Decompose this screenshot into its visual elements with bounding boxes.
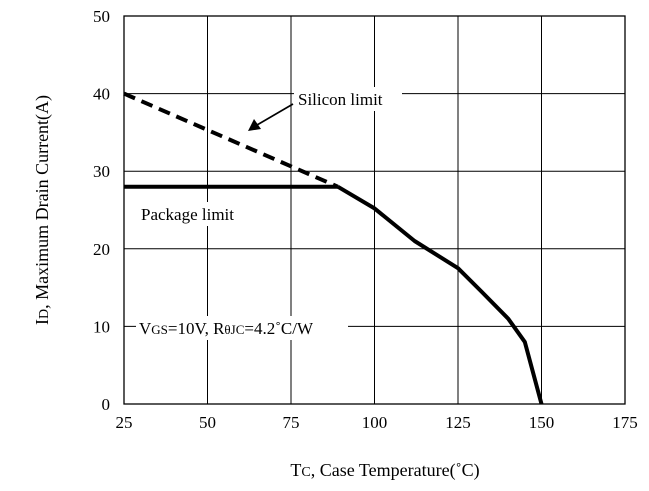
x-tick-labels: 25 50 75 100 125 150 175 xyxy=(116,413,638,432)
x-tick-label: 125 xyxy=(445,413,471,432)
x-tick-label: 175 xyxy=(612,413,638,432)
x-tick-label: 100 xyxy=(362,413,388,432)
silicon-limit-label: Silicon limit xyxy=(298,90,383,109)
silicon-limit-arrow-line xyxy=(256,103,294,126)
x-tick-label: 150 xyxy=(529,413,555,432)
silicon-limit-arrowhead xyxy=(248,119,261,131)
y-tick-label: 10 xyxy=(93,317,110,336)
x-tick-label: 25 xyxy=(116,413,133,432)
series-line-1 xyxy=(123,91,339,189)
y-tick-label: 30 xyxy=(93,162,110,181)
series xyxy=(123,91,544,405)
y-tick-labels: 0 10 20 30 40 50 xyxy=(93,7,110,414)
series-line-3 xyxy=(336,184,544,405)
y-tick-label: 20 xyxy=(93,240,110,259)
x-axis-label: TC, Case Temperature(˚C) xyxy=(290,460,479,481)
y-tick-label: 0 xyxy=(102,395,111,414)
y-axis-label: ID, Maximum Drain Current(A) xyxy=(32,95,53,325)
conditions-annotation: VGS=10V, RθJC=4.2˚C/W xyxy=(136,316,348,340)
x-tick-label: 75 xyxy=(283,413,300,432)
package-limit-annotation: Package limit xyxy=(138,202,256,226)
package-limit-label: Package limit xyxy=(141,205,234,224)
plot-border xyxy=(123,15,626,405)
silicon-limit-annotation: Silicon limit xyxy=(248,87,402,131)
y-tick-label: 40 xyxy=(93,85,110,104)
conditions-label: VGS=10V, RθJC=4.2˚C/W xyxy=(139,319,314,338)
y-tick-label: 50 xyxy=(93,7,110,26)
x-tick-label: 50 xyxy=(199,413,216,432)
